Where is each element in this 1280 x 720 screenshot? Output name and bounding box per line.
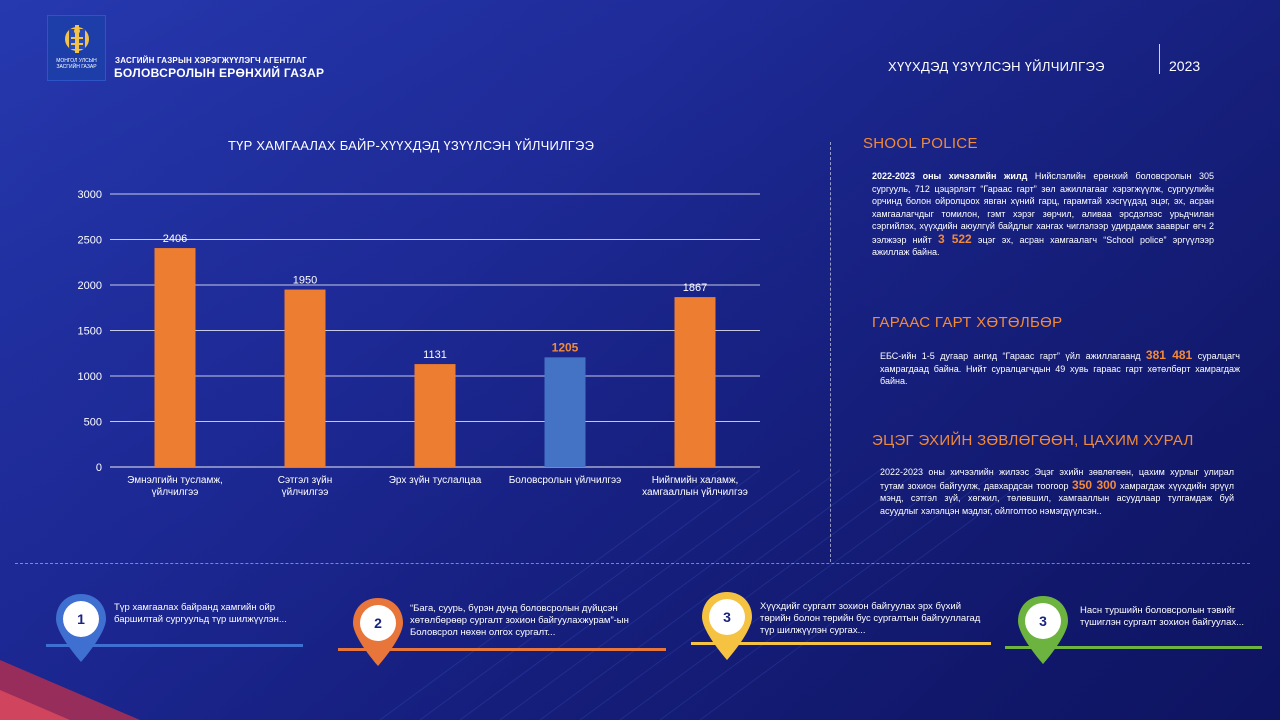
parents-meeting-text: 2022-2023 оны хичээлийн жилээс Эцэг эхий… <box>880 466 1234 517</box>
bar <box>154 248 196 467</box>
marker-underline <box>338 648 666 651</box>
parents-meeting-text-b: хамрагдаж хүүхдийн эрүүл мэнд, сэтгэл зү… <box>880 480 1235 516</box>
school-police-title: SHOOL POLICE <box>863 135 978 152</box>
y-tick-label: 2500 <box>78 235 102 247</box>
y-tick-label: 1500 <box>78 326 102 338</box>
hand-to-hand-text: ЕБС-ийн 1-5 дугаар ангид “Гараас гарт” ү… <box>880 349 1240 388</box>
page-year: 2023 <box>1169 58 1201 74</box>
marker-text: Хүүхдийг сургалт зохион байгуулах эрх бү… <box>760 601 981 636</box>
marker-number: 3 <box>723 609 731 625</box>
data-label: 1131 <box>423 349 447 361</box>
data-label: 1950 <box>293 275 317 287</box>
x-tick-label-line: Нийгмийн халамж, <box>652 475 739 486</box>
x-tick-label: Боловсролын үйлчилгээ <box>509 475 622 486</box>
marker-number: 2 <box>374 615 382 631</box>
y-tick-label: 500 <box>84 417 102 429</box>
bar-chart: 0 500 1000 1500 2000 2500 3000 2406 Эмнэлгийн ту… <box>78 189 760 498</box>
y-tick-label: 2000 <box>78 280 102 292</box>
x-tick-label: Эрх зүйн туслалцаа <box>389 475 482 486</box>
x-tick-label-line: үйлчилгээ <box>152 487 199 498</box>
marker-underline <box>46 644 303 647</box>
bar <box>284 289 326 467</box>
parents-meeting-text-a: 2022-2023 оны хичээлийн жилээс Эцэг эхий… <box>880 467 1234 491</box>
logo-caption: МОНГОЛ УЛСЫН ЗАСГИЙН ГАЗАР <box>56 58 97 70</box>
logo-caption-line1: МОНГОЛ УЛСЫН <box>56 58 97 64</box>
hand-to-hand-title: ГАРААС ГАРТ ХӨТӨЛБӨР <box>872 314 1063 331</box>
soyombo-emblem-icon <box>64 25 89 53</box>
x-tick-label: Сэтгэл зүйн үйлчилгээ <box>278 475 333 498</box>
bar <box>414 364 456 467</box>
chart-title: ТҮР ХАМГААЛАХ БАЙР-ХҮҮХДЭД ҮЗҮҮЛСЭН ҮЙЛЧ… <box>228 138 595 153</box>
x-tick-label-line: Боловсролын үйлчилгээ <box>509 475 622 486</box>
school-police-text: 2022-2023 оны хичээлийн жилд Нийслэлийн … <box>872 170 1214 259</box>
data-label: 2406 <box>163 233 187 245</box>
marker-number: 1 <box>77 611 85 627</box>
school-police-text-a: Нийслэлийн ерөнхий боловсролын 305 сургу… <box>872 171 1214 245</box>
horizontal-divider <box>15 563 1250 564</box>
bar <box>544 357 586 467</box>
hand-to-hand-text-a: ЕБС-ийн 1-5 дугаар ангид “Гараас гарт” ү… <box>880 351 1146 361</box>
x-tick-label-line: Эмнэлгийн тусламж, <box>127 475 223 486</box>
marker-number: 3 <box>1039 613 1047 629</box>
agency-subtitle: ЗАСГИЙН ГАЗРЫН ХЭРЭГЖҮҮЛЭГЧ АГЕНТЛАГ <box>115 56 307 65</box>
logo-caption-line2: ЗАСГИЙН ГАЗАР <box>56 64 97 70</box>
x-tick-label-line: Сэтгэл зүйн <box>278 475 333 486</box>
vertical-divider <box>830 142 831 562</box>
government-logo: МОНГОЛ УЛСЫН ЗАСГИЙН ГАЗАР <box>47 15 106 81</box>
school-police-lead: 2022-2023 оны хичээлийн жилд <box>872 171 1028 181</box>
agency-name: БОЛОВСРОЛЫН ЕРӨНХИЙ ГАЗАР <box>114 66 325 80</box>
x-tick-label: Эмнэлгийн тусламж, үйлчилгээ <box>127 475 223 498</box>
hand-to-hand-highlight: 381 481 <box>1145 348 1193 362</box>
y-tick-label: 3000 <box>78 189 102 201</box>
data-label: 1205 <box>552 340 579 354</box>
school-police-highlight: 3 522 <box>938 231 972 246</box>
parents-meeting-highlight: 350 300 <box>1072 477 1117 492</box>
page-title: ХҮҮХДЭД ҮЗҮҮЛСЭН ҮЙЛЧИЛГЭЭ <box>888 59 1105 74</box>
data-label: 1867 <box>683 282 707 294</box>
y-tick-label: 0 <box>96 462 102 474</box>
header-separator <box>1159 44 1160 74</box>
y-tick-label: 1000 <box>78 371 102 383</box>
x-tick-label: Нийгмийн халамж, хамгааллын үйлчилгээ <box>642 475 748 498</box>
hand-to-hand-text-b: суралцагч хамрагдаад байна. Нийт суралца… <box>880 351 1240 386</box>
bar <box>674 297 716 467</box>
marker-text: Насн туршийн боловсролын тэвийг түшиглэн… <box>1080 605 1245 628</box>
school-police-text-b: эцэг эх, асран хамгаалагч “School police… <box>872 234 1214 258</box>
marker-underline <box>1005 646 1262 649</box>
x-tick-label-line: үйлчилгээ <box>282 487 329 498</box>
marker-text: Түр хамгаалах байранд хамгийн ойр баршил… <box>114 602 287 625</box>
x-tick-label-line: хамгааллын үйлчилгээ <box>642 487 748 498</box>
marker-text: “Бага, суурь, бүрэн дунд боловсролын дүй… <box>410 603 629 638</box>
x-tick-label-line: Эрх зүйн туслалцаа <box>389 475 482 486</box>
marker-underline <box>691 642 991 645</box>
parents-meeting-title: ЭЦЭГ ЭХИЙН ЗӨВЛӨГӨӨН, ЦАХИМ ХУРАЛ <box>872 432 1194 449</box>
